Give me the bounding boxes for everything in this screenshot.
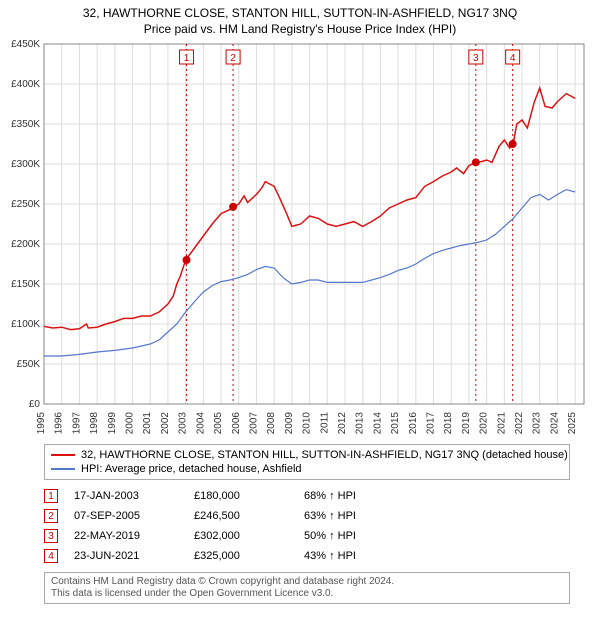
svg-text:£400K: £400K: [11, 79, 40, 90]
svg-text:1995: 1995: [36, 412, 47, 435]
svg-text:2004: 2004: [195, 412, 206, 435]
sale-pct-vs-hpi: 43% ↑ HPI: [304, 550, 394, 562]
svg-text:3: 3: [473, 53, 479, 64]
sale-price: £325,000: [194, 550, 304, 562]
legend-swatch: [51, 468, 75, 470]
sales-table: 1 17-JAN-2003£180,00068% ↑ HPI 2 07-SEP-200…: [44, 486, 570, 566]
sale-price: £246,500: [194, 510, 304, 522]
svg-text:2015: 2015: [390, 412, 401, 435]
svg-text:2020: 2020: [479, 412, 490, 435]
svg-text:£150K: £150K: [11, 279, 40, 290]
sale-marker-badge: 4: [44, 549, 58, 563]
svg-text:£50K: £50K: [17, 359, 41, 370]
svg-text:2013: 2013: [355, 412, 366, 435]
attribution-line2: This data is licensed under the Open Gov…: [51, 588, 563, 600]
svg-text:2016: 2016: [408, 412, 419, 435]
sale-date: 22-MAY-2019: [74, 530, 194, 542]
svg-text:2011: 2011: [319, 412, 330, 434]
svg-text:£100K: £100K: [11, 319, 40, 330]
sale-pct-vs-hpi: 63% ↑ HPI: [304, 510, 394, 522]
svg-text:2007: 2007: [248, 412, 259, 435]
legend-label: HPI: Average price, detached house, Ashf…: [81, 462, 302, 476]
svg-text:2014: 2014: [372, 412, 383, 435]
svg-text:1: 1: [184, 53, 190, 64]
sale-pct-vs-hpi: 50% ↑ HPI: [304, 530, 394, 542]
sale-price: £180,000: [194, 490, 304, 502]
sale-marker-badge: 1: [44, 489, 58, 503]
svg-text:2024: 2024: [549, 412, 560, 435]
svg-text:1996: 1996: [54, 412, 65, 435]
sale-date: 17-JAN-2003: [74, 490, 194, 502]
legend-item: HPI: Average price, detached house, Ashf…: [51, 462, 563, 476]
svg-text:4: 4: [510, 53, 516, 64]
sale-marker-badge: 3: [44, 529, 58, 543]
attribution-line1: Contains HM Land Registry data © Crown c…: [51, 576, 563, 588]
chart-container: 32, HAWTHORNE CLOSE, STANTON HILL, SUTTO…: [0, 6, 600, 626]
legend-label: 32, HAWTHORNE CLOSE, STANTON HILL, SUTTO…: [81, 448, 568, 462]
svg-text:2010: 2010: [302, 412, 313, 435]
sale-date: 07-SEP-2005: [74, 510, 194, 522]
svg-text:2009: 2009: [284, 412, 295, 435]
svg-text:1998: 1998: [89, 412, 100, 435]
svg-text:£0: £0: [29, 399, 41, 410]
svg-text:2005: 2005: [213, 412, 224, 435]
sale-row: 2 07-SEP-2005£246,50063% ↑ HPI: [44, 506, 570, 526]
svg-text:2008: 2008: [266, 412, 277, 435]
svg-text:2: 2: [230, 53, 236, 64]
chart-plot-area: £0 £50K £100K £150K £200K £250K £300K £350K £400…: [0, 40, 600, 440]
sale-date: 23-JUN-2021: [74, 550, 194, 562]
chart-subtitle: Price paid vs. HM Land Registry's House …: [0, 22, 600, 36]
svg-text:2018: 2018: [443, 412, 454, 435]
svg-text:£350K: £350K: [11, 119, 40, 130]
legend-box: 32, HAWTHORNE CLOSE, STANTON HILL, SUTTO…: [44, 444, 570, 480]
svg-text:1999: 1999: [107, 412, 118, 435]
sale-row: 4 23-JUN-2021£325,00043% ↑ HPI: [44, 546, 570, 566]
attribution-box: Contains HM Land Registry data © Crown c…: [44, 572, 570, 604]
svg-text:£300K: £300K: [11, 159, 40, 170]
sale-pct-vs-hpi: 68% ↑ HPI: [304, 490, 394, 502]
svg-text:2012: 2012: [337, 412, 348, 435]
sale-row: 3 22-MAY-2019£302,00050% ↑ HPI: [44, 526, 570, 546]
svg-text:1997: 1997: [71, 412, 82, 435]
svg-text:2006: 2006: [231, 412, 242, 435]
svg-text:2000: 2000: [125, 412, 136, 435]
svg-text:£250K: £250K: [11, 199, 40, 210]
svg-text:2022: 2022: [514, 412, 525, 435]
svg-text:£450K: £450K: [11, 40, 40, 50]
svg-text:2019: 2019: [461, 412, 472, 435]
svg-text:2003: 2003: [178, 412, 189, 435]
legend-item: 32, HAWTHORNE CLOSE, STANTON HILL, SUTTO…: [51, 448, 563, 462]
svg-text:2023: 2023: [532, 412, 543, 435]
svg-text:£200K: £200K: [11, 239, 40, 250]
svg-text:2017: 2017: [426, 412, 437, 435]
sale-row: 1 17-JAN-2003£180,00068% ↑ HPI: [44, 486, 570, 506]
svg-text:2021: 2021: [496, 412, 507, 435]
sale-marker-badge: 2: [44, 509, 58, 523]
sale-price: £302,000: [194, 530, 304, 542]
chart-title: 32, HAWTHORNE CLOSE, STANTON HILL, SUTTO…: [0, 6, 600, 20]
svg-text:2002: 2002: [160, 412, 171, 435]
svg-text:2025: 2025: [567, 412, 578, 435]
svg-text:2001: 2001: [142, 412, 153, 435]
legend-swatch: [51, 454, 75, 456]
chart-svg: £0 £50K £100K £150K £200K £250K £300K £350K £400…: [0, 40, 600, 440]
